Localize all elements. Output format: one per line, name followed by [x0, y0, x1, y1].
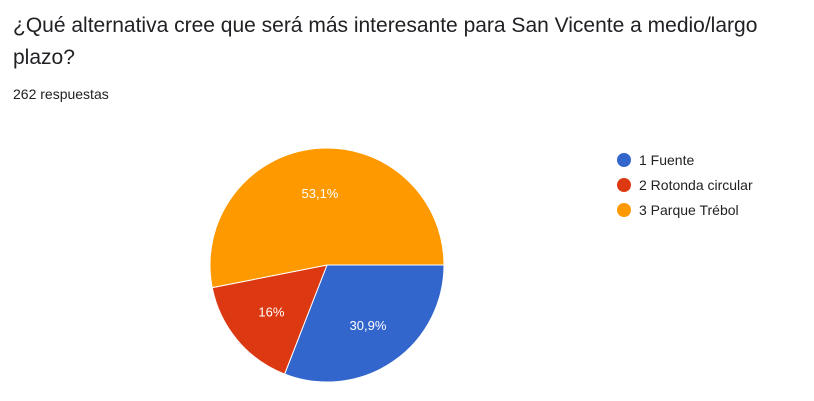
question-title: ¿Qué alternativa cree que será más inter… — [13, 14, 758, 69]
legend-swatch-icon — [617, 202, 631, 217]
legend-item-2: 2 Rotonda circular — [617, 172, 753, 197]
pie-slice-2 — [211, 264, 328, 375]
pie-chart-svg: 30,9% 16% 53,1% — [209, 147, 445, 383]
pie-slice-3 — [209, 147, 445, 289]
pie-slice-label-1: 30,9% — [350, 318, 387, 333]
response-count: 262 respuestas — [13, 86, 109, 102]
legend-item-1: 1 Fuente — [617, 147, 753, 172]
pie-slice-label-3: 53,1% — [302, 186, 339, 201]
legend-swatch-icon — [617, 152, 631, 167]
legend-item-3: 3 Parque Trébol — [617, 197, 753, 222]
legend-label: 3 Parque Trébol — [639, 201, 739, 218]
pie-chart: 30,9% 16% 53,1% 1 Fuente 2 Rotonda circular… — [0, 120, 814, 401]
legend-label: 1 Fuente — [639, 151, 695, 168]
pie-slice-label-2: 16% — [258, 305, 284, 320]
legend-swatch-icon — [617, 177, 631, 192]
pie-slice-1 — [283, 264, 445, 383]
legend-label: 2 Rotonda circular — [639, 176, 753, 193]
chart-legend: 1 Fuente 2 Rotonda circular 3 Parque Trébo… — [617, 147, 753, 222]
